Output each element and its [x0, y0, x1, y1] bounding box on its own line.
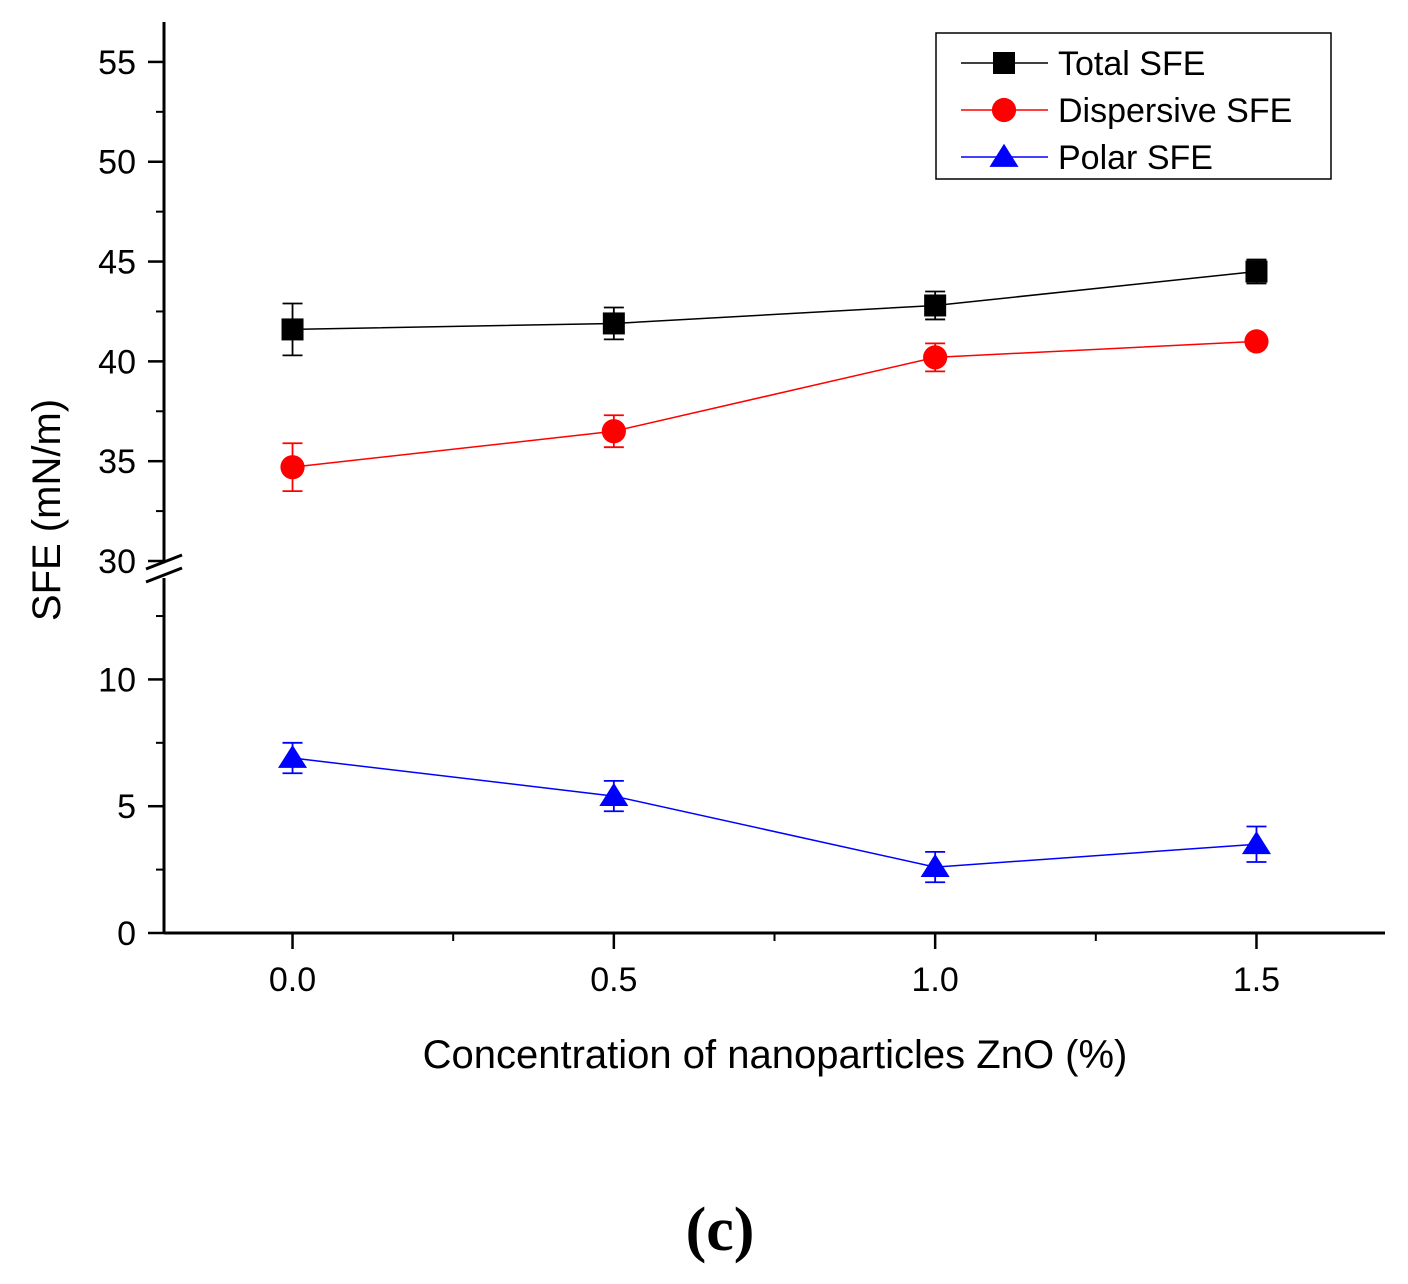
y-tick-label: 10 — [98, 661, 136, 699]
data-point — [278, 744, 308, 768]
data-point — [1244, 329, 1269, 354]
data-point — [924, 294, 947, 317]
x-tick-label: 1.0 — [912, 961, 959, 999]
data-point — [601, 419, 626, 444]
series-line — [292, 340, 1257, 468]
y-tick-label: 0 — [117, 915, 136, 953]
x-tick-label: 0.5 — [590, 961, 637, 999]
data-point — [281, 318, 304, 341]
y-tick-label: 40 — [98, 343, 136, 381]
legend-marker — [989, 143, 1019, 167]
x-axis-title: Concentration of nanoparticles ZnO (%) — [423, 1033, 1128, 1077]
legend-label: Dispersive SFE — [1058, 92, 1292, 130]
y-tick-label: 55 — [98, 44, 136, 82]
axis-break-mark — [145, 566, 183, 584]
series-dispersive-sfe — [280, 329, 1269, 493]
x-tick-label: 1.5 — [1233, 961, 1280, 999]
data-point — [280, 455, 305, 480]
legend-label: Polar SFE — [1058, 139, 1213, 177]
panel-label: (c) — [686, 1196, 755, 1264]
series-line — [292, 757, 1257, 868]
legend-marker — [991, 97, 1017, 123]
series-line — [292, 270, 1257, 331]
y-tick-label: 5 — [117, 788, 136, 826]
y-tick-label: 30 — [98, 543, 136, 581]
legend-marker — [993, 52, 1015, 74]
y-tick-label: 50 — [98, 144, 136, 182]
series-layer — [278, 258, 1271, 884]
x-tick-label: 0.0 — [269, 961, 316, 999]
data-point — [599, 782, 629, 806]
data-point — [1241, 831, 1271, 855]
legend: Total SFE Dispersive SFE Polar SFE — [935, 32, 1332, 180]
data-point — [1245, 260, 1268, 283]
y-tick-label: 35 — [98, 443, 136, 481]
ticks: 30 35 40 45 50 55 0 5 10 0.0 0.5 1.0 1.5 — [98, 44, 1280, 999]
series-polar-sfe — [278, 741, 1271, 884]
data-point — [602, 312, 625, 335]
legend-label: Total SFE — [1058, 45, 1205, 83]
data-point — [923, 345, 948, 370]
data-point — [920, 853, 950, 877]
y-tick-label: 45 — [98, 244, 136, 282]
y-axis-title: SFE (mN/m) — [25, 399, 69, 621]
series-total-sfe — [281, 258, 1268, 357]
